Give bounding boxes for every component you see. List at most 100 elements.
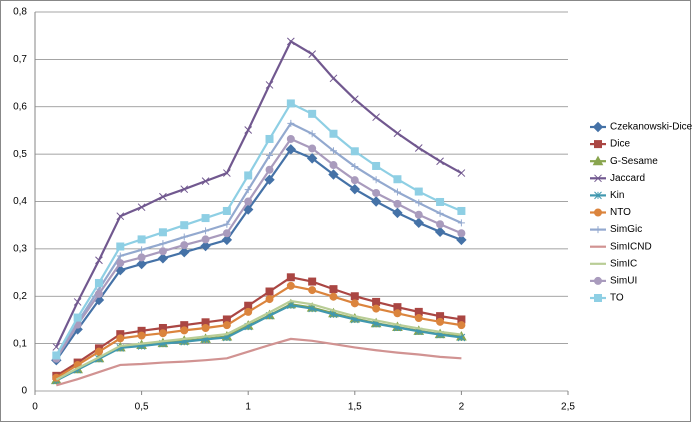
legend-label: Czekanowski-Dice (610, 122, 692, 133)
legend-entry: Jaccard (590, 173, 645, 184)
point-marker (414, 187, 423, 196)
legend-entry: SimGic (590, 224, 642, 235)
x-tick-label: 2 (459, 402, 465, 413)
legend-marker (594, 226, 602, 234)
point-marker (95, 256, 103, 265)
point-marker (285, 144, 297, 155)
y-tick-label: 0,8 (13, 7, 27, 18)
legend-label: SimICND (610, 241, 652, 252)
legend-entry: Czekanowski-Dice (590, 122, 692, 133)
legend-marker (594, 140, 602, 149)
point-marker (456, 234, 467, 246)
x-tick-label: 0 (32, 402, 38, 413)
y-tick-label: 0,6 (13, 101, 27, 112)
point-marker (393, 129, 402, 138)
series-line (55, 121, 462, 359)
point-marker (244, 197, 253, 206)
point-marker (223, 169, 231, 177)
point-marker (415, 199, 423, 207)
point-marker (137, 253, 146, 262)
x-tick-label: 2,5 (561, 402, 575, 413)
point-marker (286, 99, 295, 108)
point-marker (393, 175, 402, 184)
x-tick-label: 1 (245, 402, 251, 413)
point-marker (436, 209, 444, 217)
legend-marker (594, 276, 602, 285)
point-marker (244, 171, 253, 180)
point-marker (180, 233, 188, 241)
y-tick-label: 0,4 (13, 196, 27, 207)
point-marker (350, 176, 359, 185)
point-marker (308, 50, 317, 59)
y-tick-label: 0,3 (13, 244, 27, 255)
legend-marker (594, 174, 602, 183)
legend-label: Jaccard (610, 173, 645, 184)
point-marker (222, 321, 231, 330)
point-marker (242, 204, 254, 215)
point-marker (265, 287, 274, 296)
point-marker (329, 147, 337, 155)
point-marker (436, 220, 445, 229)
point-marker (180, 221, 189, 230)
point-marker (372, 304, 381, 313)
point-marker (329, 74, 338, 83)
point-marker (308, 144, 317, 153)
legend-label: SimIC (610, 258, 637, 269)
point-marker (158, 228, 167, 237)
point-marker (434, 226, 446, 238)
point-marker (308, 286, 317, 295)
point-marker (158, 329, 167, 338)
point-marker (329, 292, 338, 301)
point-marker (414, 144, 423, 152)
point-marker (350, 95, 359, 104)
series-line (55, 299, 462, 381)
legend-entry: TO (590, 293, 624, 304)
point-marker (350, 292, 359, 301)
point-marker (94, 289, 103, 298)
point-marker (308, 304, 317, 313)
legend-label: Dice (610, 139, 630, 150)
legend-label: Kin (610, 190, 624, 201)
y-tick-label: 0,1 (13, 338, 27, 349)
point-marker (157, 253, 169, 264)
series-line (56, 337, 462, 387)
point-marker (180, 185, 189, 194)
legend-label: G-Sesame (610, 156, 658, 167)
point-marker (179, 246, 190, 258)
point-marker (414, 210, 423, 219)
y-tick-label: 0,7 (13, 54, 27, 65)
point-marker (136, 258, 147, 270)
point-marker (137, 203, 146, 212)
x-tick-label: 1,5 (348, 402, 362, 413)
point-marker (201, 177, 210, 185)
point-marker (201, 323, 210, 332)
point-marker (159, 240, 167, 248)
point-marker (265, 295, 274, 304)
point-marker (265, 81, 274, 89)
point-marker (392, 207, 403, 219)
point-marker (287, 119, 295, 127)
point-marker (372, 113, 380, 122)
point-marker (349, 183, 361, 195)
point-marker (244, 126, 253, 134)
series-line (55, 39, 462, 348)
point-marker (73, 298, 82, 306)
point-marker (286, 134, 295, 143)
point-marker (436, 197, 445, 206)
point-marker (180, 241, 189, 250)
point-marker (457, 219, 465, 227)
point-marker (372, 188, 381, 197)
point-marker (116, 334, 125, 343)
y-tick-label: 0 (21, 386, 27, 397)
point-marker (308, 130, 316, 138)
point-marker (286, 281, 295, 290)
point-marker (457, 206, 466, 215)
legend-label: SimGic (610, 224, 642, 235)
legend-entry: Kin (590, 190, 624, 201)
point-marker (221, 234, 233, 246)
point-marker (308, 109, 317, 118)
point-marker (265, 165, 274, 174)
point-marker (201, 214, 210, 223)
point-marker (201, 235, 210, 244)
point-marker (116, 252, 124, 260)
